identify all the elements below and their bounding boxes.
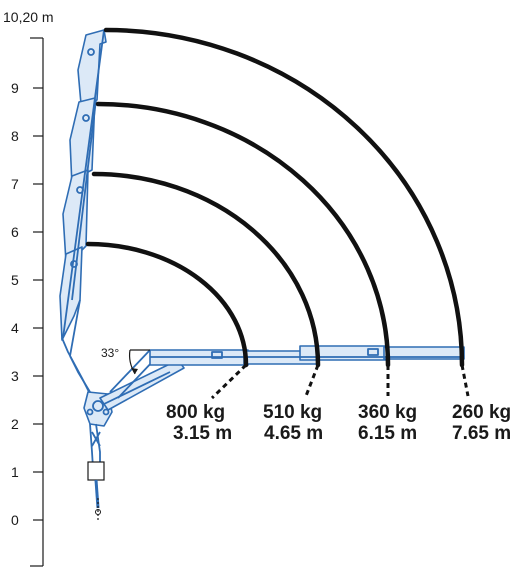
- main-pivot: [92, 400, 104, 412]
- inclined-arm: [109, 349, 151, 393]
- load-arc-1: [85, 241, 249, 368]
- load-radius-1: 3.15 m: [173, 423, 232, 444]
- boom-pin: [76, 186, 84, 194]
- tick-label-0: 0: [11, 512, 19, 528]
- load-drop-4: [460, 364, 470, 397]
- load-labels: 800 kg 3.15 m 510 kg 4.65 m 360 kg 6.15 …: [166, 402, 511, 444]
- mast-back-edge: [62, 29, 105, 339]
- angle-label: 33°: [101, 346, 119, 360]
- tick-label-1: 1: [11, 464, 19, 480]
- crane-horizontal-boom: [99, 345, 465, 411]
- boom-pin: [70, 260, 78, 268]
- tick-label-2: 2: [11, 416, 19, 432]
- boom-section-1: [59, 246, 83, 341]
- load-arc-3: [95, 101, 391, 368]
- crane-base: [61, 337, 113, 522]
- tick-label-5: 5: [11, 272, 19, 288]
- tick-label-9: 9: [11, 80, 19, 96]
- tick-label-6: 6: [11, 224, 19, 240]
- column-brace: [91, 431, 101, 447]
- load-drop-1: [210, 363, 248, 400]
- axis-top-label: 10,20 m: [3, 9, 54, 25]
- load-arc-4: [103, 27, 465, 368]
- tick-label-3: 3: [11, 368, 19, 384]
- angle-indicator: 33°: [101, 346, 150, 375]
- tick-label-8: 8: [11, 128, 19, 144]
- crane-vertical-boom: [59, 29, 107, 357]
- height-axis: 10,20 m 0 1 2 3 4 5 6 7 8 9: [3, 9, 54, 567]
- tick-label-7: 7: [11, 176, 19, 192]
- load-arc-2: [91, 171, 321, 368]
- load-arcs: [85, 27, 470, 400]
- load-radius-4: 7.65 m: [452, 423, 511, 444]
- load-weight-1: 800 kg: [166, 402, 225, 423]
- hook-block: [87, 461, 105, 481]
- jib-bracket: [367, 348, 379, 356]
- boom-pin: [82, 114, 90, 122]
- jib-bracket: [211, 351, 223, 359]
- inclined-boom-line: [103, 371, 171, 405]
- load-drop-2: [304, 364, 320, 397]
- load-weight-4: 260 kg: [452, 402, 511, 423]
- load-weight-3: 360 kg: [358, 402, 417, 423]
- load-radius-2: 4.65 m: [264, 423, 323, 444]
- inclined-arm: [117, 359, 155, 399]
- boom-pin: [87, 48, 95, 56]
- load-radius-3: 6.15 m: [358, 423, 417, 444]
- mast-lower-line: [69, 299, 81, 357]
- angle-arrowhead: [131, 368, 138, 374]
- pivot-pin: [86, 408, 94, 416]
- pivot-pin: [102, 408, 110, 416]
- tick-label-4: 4: [11, 320, 19, 336]
- load-weight-2: 510 kg: [263, 402, 322, 423]
